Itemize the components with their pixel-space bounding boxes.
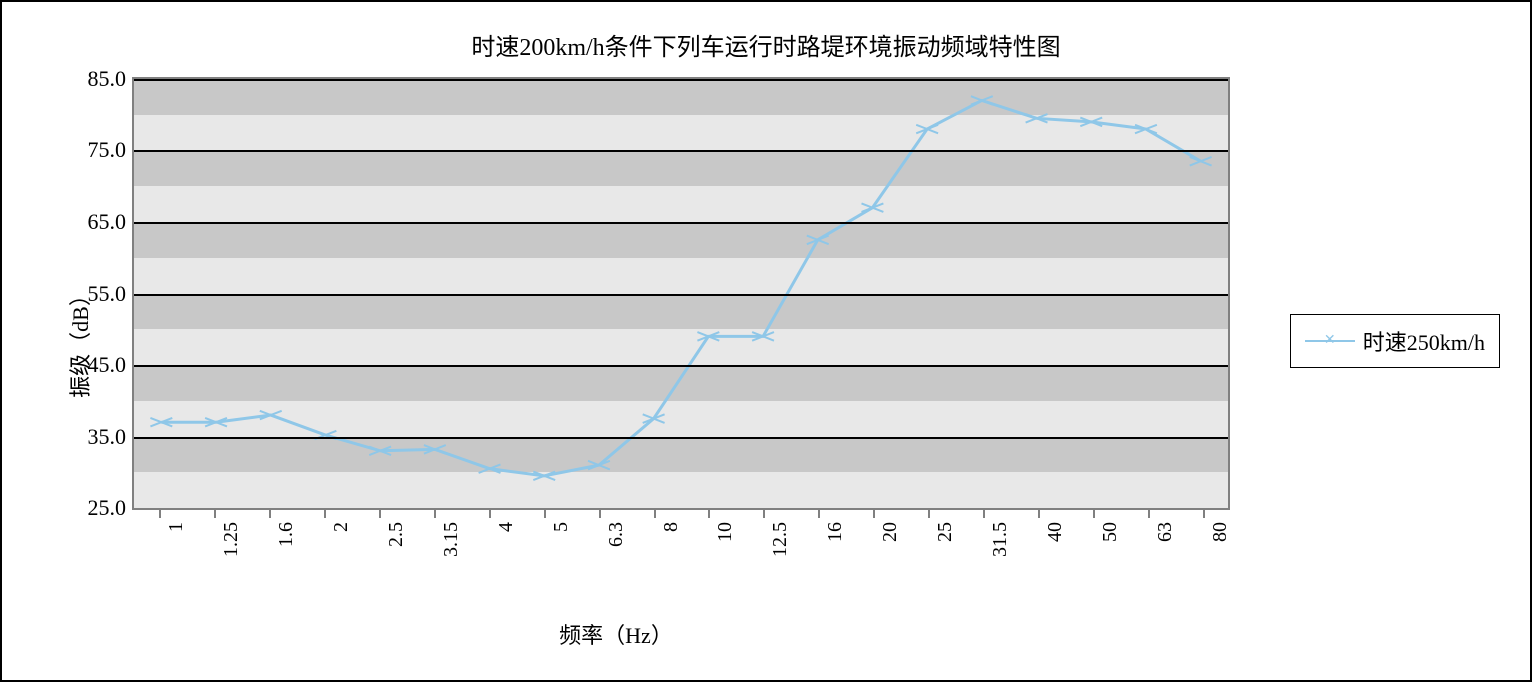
x-tick-label: 12.5 bbox=[769, 522, 792, 557]
x-tick-label: 50 bbox=[1099, 522, 1122, 542]
x-tick-mark bbox=[928, 510, 930, 518]
grid-line bbox=[134, 437, 1228, 439]
x-tick-mark bbox=[654, 510, 656, 518]
x-tick-mark bbox=[1203, 510, 1205, 518]
data-line bbox=[161, 100, 1200, 475]
data-marker bbox=[643, 414, 665, 423]
x-ticks-container: 1 1.25 1.6 2 2.5 3.15 4 5 6.3 8 10 12.5 16 20 25 31.5 40… bbox=[132, 510, 1230, 610]
x-tick-mark bbox=[269, 510, 271, 518]
x-tick-label: 1.25 bbox=[220, 522, 243, 557]
x-tick-label: 1.6 bbox=[275, 522, 298, 547]
x-tick-label: 2.5 bbox=[385, 522, 408, 547]
x-tick-label: 2 bbox=[330, 522, 353, 532]
grid-line bbox=[134, 79, 1228, 81]
y-tick-label: 45.0 bbox=[88, 352, 127, 378]
x-tick-mark bbox=[434, 510, 436, 518]
x-tick-mark bbox=[983, 510, 985, 518]
chart-container: 时速200km/h条件下列车运行时路堤环境振动频域特性图 振级（dB） 25.0… bbox=[0, 0, 1532, 682]
data-marker bbox=[916, 125, 938, 134]
grid-line bbox=[134, 294, 1228, 296]
x-tick-label: 1 bbox=[165, 522, 188, 532]
x-tick-label: 5 bbox=[550, 522, 573, 532]
x-tick-mark bbox=[159, 510, 161, 518]
y-tick-label: 65.0 bbox=[88, 209, 127, 235]
legend-label: 时速250km/h bbox=[1363, 325, 1485, 357]
x-tick-label: 6.3 bbox=[605, 522, 628, 547]
x-tick-mark bbox=[818, 510, 820, 518]
x-tick-label: 31.5 bbox=[989, 522, 1012, 557]
legend-line-sample: ✕ bbox=[1305, 340, 1355, 342]
legend-marker-icon: ✕ bbox=[1324, 334, 1336, 348]
x-tick-label: 63 bbox=[1154, 522, 1177, 542]
y-tick-label: 35.0 bbox=[88, 424, 127, 450]
chart-title: 时速200km/h条件下列车运行时路堤环境振动频域特性图 bbox=[2, 27, 1530, 62]
x-tick-mark bbox=[763, 510, 765, 518]
x-tick-mark bbox=[214, 510, 216, 518]
x-tick-mark bbox=[1093, 510, 1095, 518]
x-tick-label: 3.15 bbox=[440, 522, 463, 557]
grid-line bbox=[134, 222, 1228, 224]
y-tick-label: 25.0 bbox=[88, 495, 127, 521]
x-tick-label: 80 bbox=[1209, 522, 1232, 542]
x-axis-label: 频率（Hz） bbox=[2, 618, 1230, 650]
x-tick-mark bbox=[599, 510, 601, 518]
legend: ✕ 时速250km/h bbox=[1290, 314, 1500, 368]
x-tick-mark bbox=[1148, 510, 1150, 518]
grid-line bbox=[134, 150, 1228, 152]
x-tick-label: 8 bbox=[660, 522, 683, 532]
y-tick-label: 55.0 bbox=[88, 281, 127, 307]
data-marker bbox=[971, 96, 993, 105]
y-tick-label: 85.0 bbox=[88, 66, 127, 92]
x-tick-mark bbox=[1038, 510, 1040, 518]
data-marker bbox=[862, 203, 884, 212]
plot-wrapper: 25.035.045.055.065.075.085.0 11.251.622.… bbox=[132, 77, 1230, 510]
x-tick-mark bbox=[544, 510, 546, 518]
x-tick-label: 25 bbox=[934, 522, 957, 542]
x-tick-mark bbox=[379, 510, 381, 518]
y-tick-label: 75.0 bbox=[88, 137, 127, 163]
x-tick-mark bbox=[324, 510, 326, 518]
x-tick-label: 10 bbox=[714, 522, 737, 542]
x-tick-mark bbox=[489, 510, 491, 518]
data-marker bbox=[1190, 157, 1212, 166]
x-tick-mark bbox=[708, 510, 710, 518]
x-tick-mark bbox=[873, 510, 875, 518]
x-tick-label: 16 bbox=[824, 522, 847, 542]
grid-line bbox=[134, 365, 1228, 367]
x-tick-label: 20 bbox=[879, 522, 902, 542]
x-tick-label: 40 bbox=[1044, 522, 1067, 542]
plot-area: 25.035.045.055.065.075.085.0 bbox=[132, 77, 1230, 510]
x-tick-label: 4 bbox=[495, 522, 518, 532]
